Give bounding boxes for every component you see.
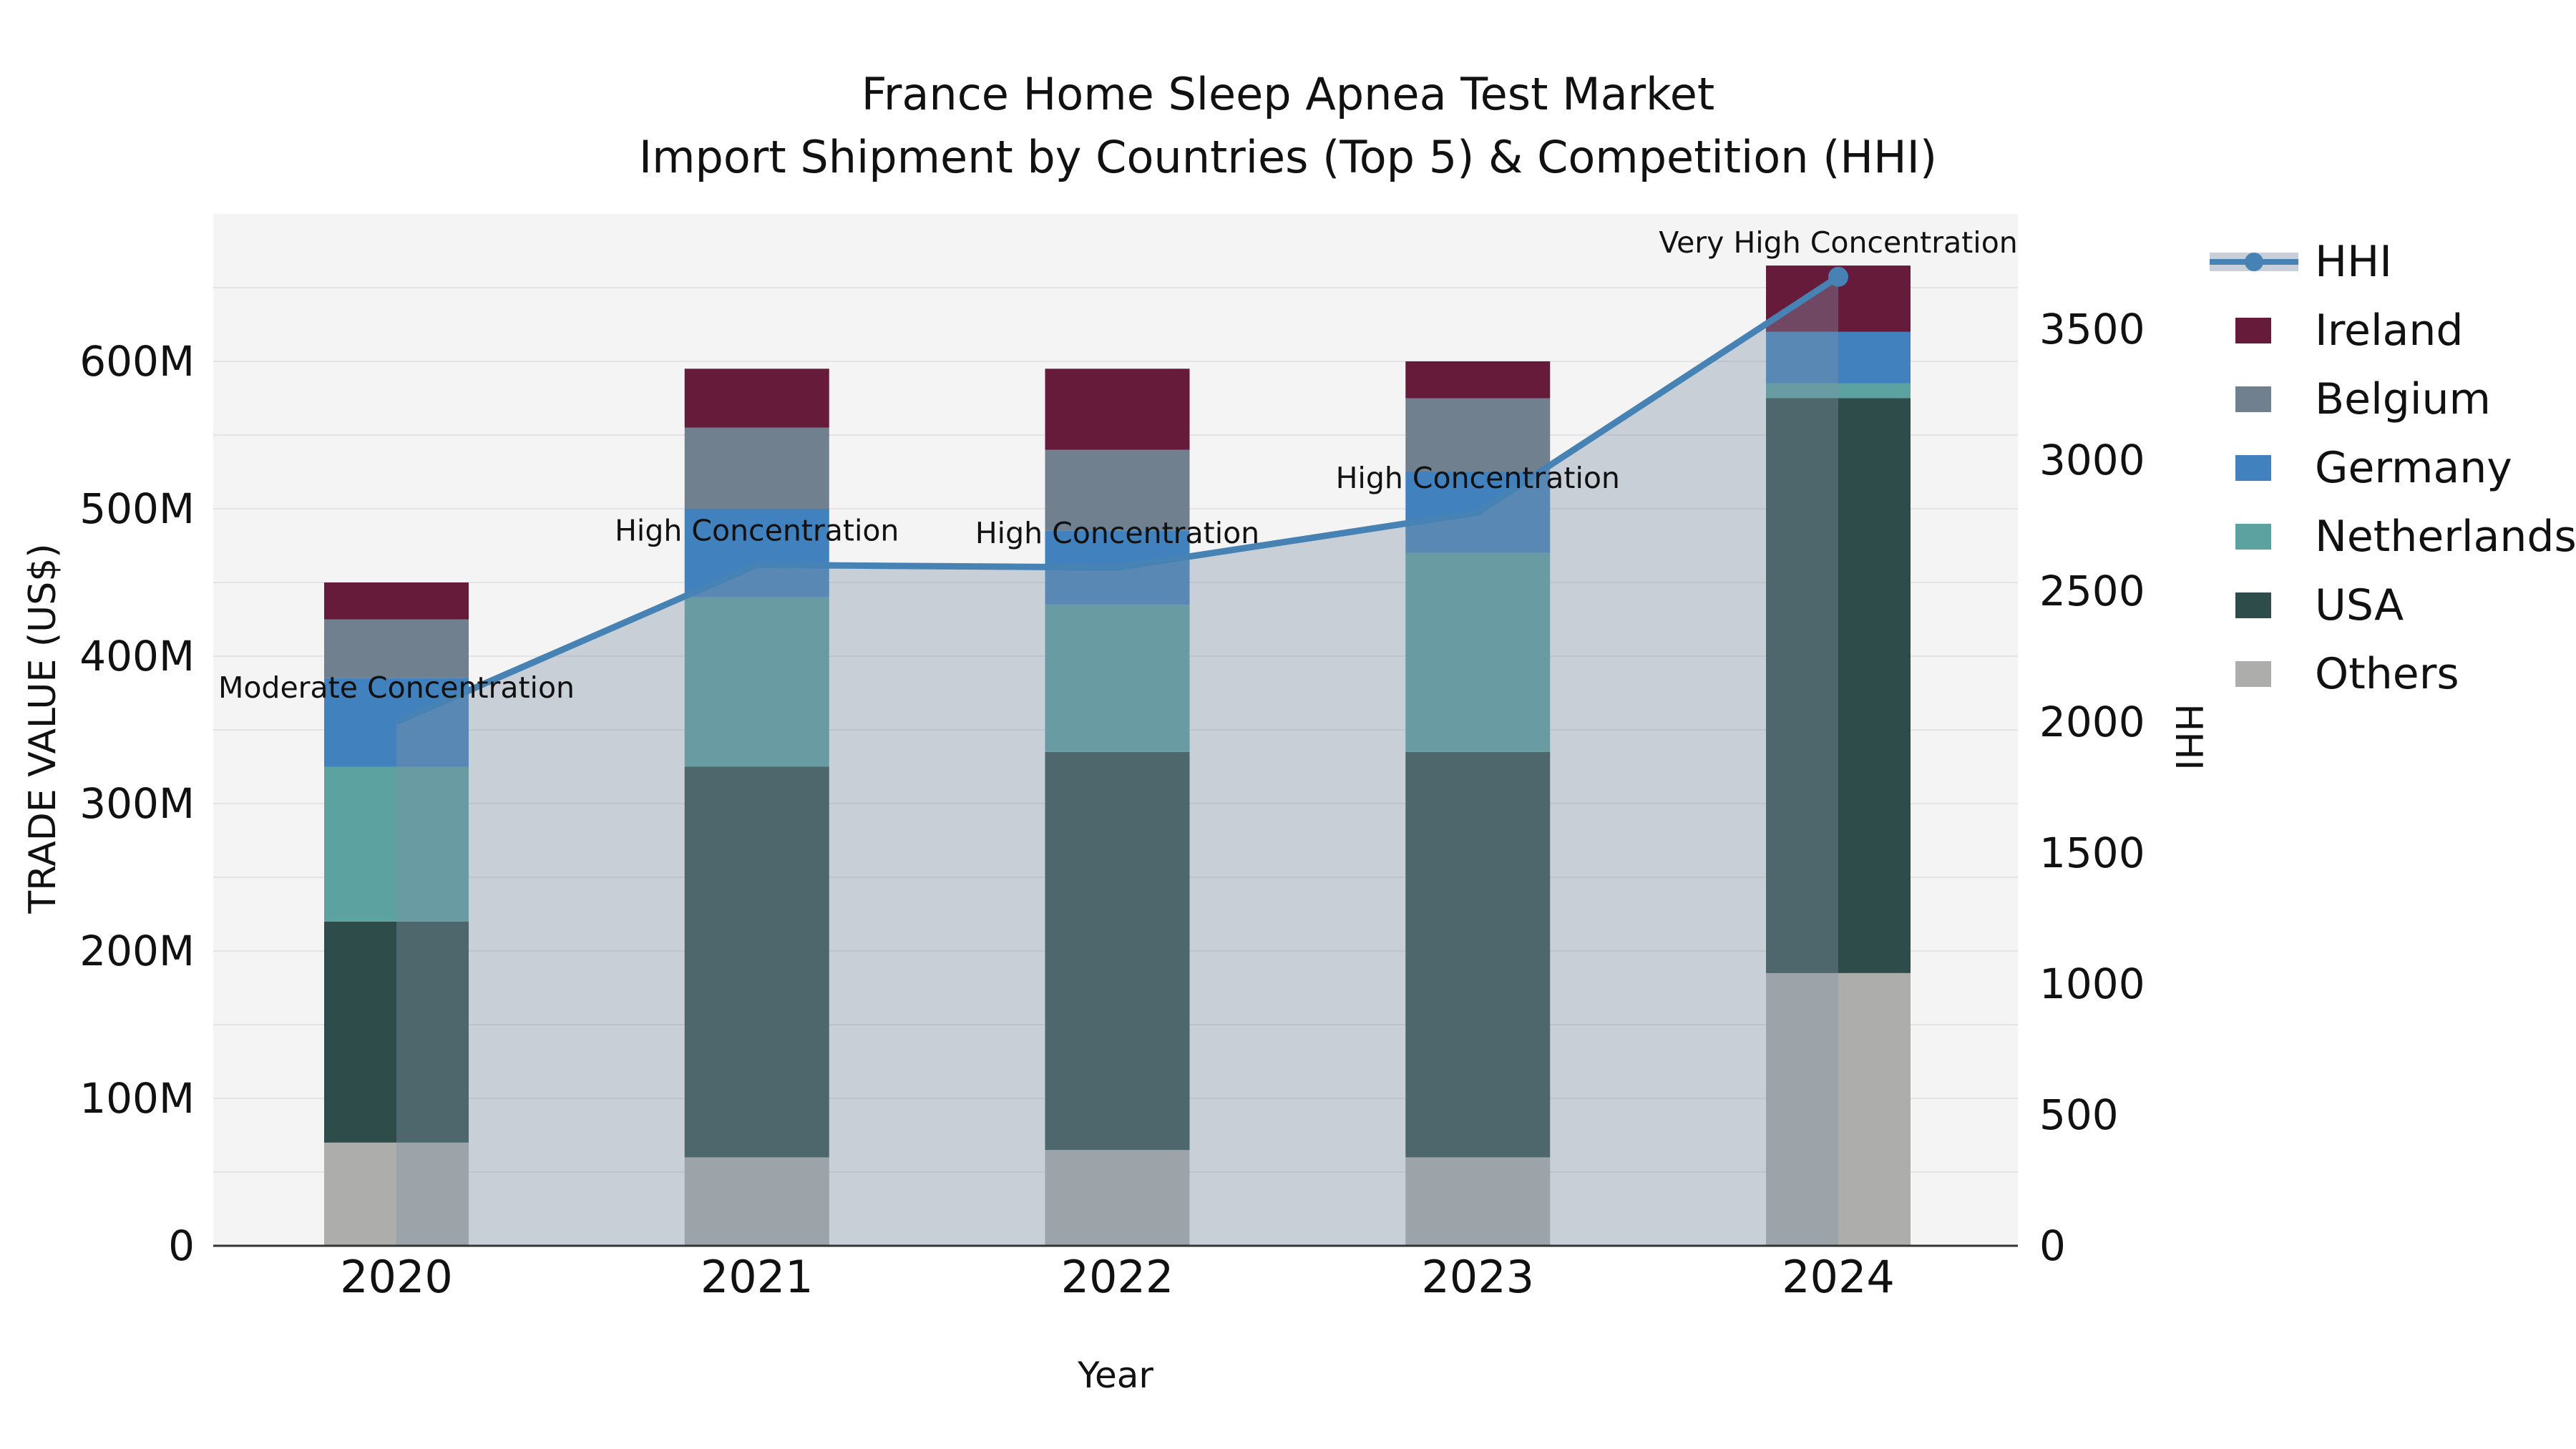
x-tick-label-2021: 2021 (701, 1251, 814, 1303)
right-tick-label: 2500 (2039, 567, 2145, 615)
hhi-annotations: Moderate Concentration High Concentration… (218, 225, 2018, 705)
right-tick-label: 2000 (2039, 698, 2145, 746)
bar-segment-ireland-2023 (1405, 361, 1551, 399)
hhi-endpoint-marker (1828, 266, 1848, 287)
hhi-line (395, 274, 1840, 726)
left-tick-label: 100M (79, 1074, 195, 1123)
left-tick-labels: 0 100M 200M 300M 400M 500M 600M (79, 337, 195, 1270)
right-tick-label: 3000 (2039, 436, 2145, 484)
legend-label: Belgium (2315, 374, 2491, 424)
bar-segment-netherlands-2021 (684, 597, 829, 767)
right-tick-label: 0 (2039, 1221, 2066, 1270)
annotation-2023: High Concentration (1336, 461, 1620, 495)
annotation-2024: Very High Concentration (1659, 225, 2018, 260)
x-tick-label-2024: 2024 (1782, 1251, 1895, 1303)
usa-swatch-icon (2235, 592, 2271, 618)
y-axis-label-right: HHI (2167, 703, 2210, 771)
x-tick-label-2022: 2022 (1061, 1251, 1174, 1303)
bar-segment-ireland-2022 (1045, 369, 1190, 450)
bar-segment-others-2020 (324, 1142, 469, 1246)
bar-segment-netherlands-2024 (1766, 383, 1911, 399)
bar-segment-germany-2024 (1766, 331, 1911, 384)
hhi-line-icon (2210, 237, 2315, 287)
legend: HHI Ireland Belgium Germany Netherlands … (2210, 237, 2576, 718)
bar-segment-netherlands-2020 (324, 766, 469, 922)
x-tick-label-2023: 2023 (1421, 1251, 1534, 1303)
legend-item-netherlands: Netherlands (2210, 512, 2576, 562)
left-tick-label: 500M (79, 484, 195, 533)
left-tick-label: 200M (79, 927, 195, 975)
bar-segment-belgium-2021 (684, 427, 829, 509)
bar-segment-netherlands-2023 (1405, 552, 1551, 752)
legend-item-usa: USA (2210, 580, 2576, 630)
legend-item-hhi: HHI (2210, 237, 2576, 287)
legend-item-belgium: Belgium (2210, 374, 2576, 424)
netherlands-swatch-icon (2235, 524, 2271, 550)
legend-label: HHI (2315, 237, 2392, 287)
bar-segment-belgium-2023 (1405, 398, 1551, 472)
x-axis-label: Year (1078, 1355, 1153, 1396)
annotation-2021: High Concentration (615, 513, 899, 547)
left-tick-label: 300M (79, 779, 195, 828)
hhi-area-fill (396, 276, 1838, 1246)
chart-title-line1: France Home Sleep Apnea Test Market (861, 68, 1715, 120)
belgium-swatch-icon (2235, 386, 2271, 412)
bar-segment-usa-2024 (1766, 398, 1911, 973)
bar-segment-netherlands-2022 (1045, 604, 1190, 752)
others-swatch-icon (2235, 661, 2271, 687)
bar-segment-belgium-2022 (1045, 449, 1190, 531)
right-tick-label: 1000 (2039, 960, 2145, 1008)
germany-swatch-icon (2235, 455, 2271, 481)
left-tick-label: 400M (79, 632, 195, 680)
x-tick-labels: 2020 2021 2022 2023 2024 (340, 1251, 1895, 1303)
legend-label: Germany (2315, 443, 2512, 493)
bar-segment-others-2023 (1405, 1157, 1551, 1246)
bar-segment-others-2022 (1045, 1150, 1190, 1246)
bar-segment-ireland-2021 (684, 369, 829, 428)
left-tick-label: 0 (168, 1221, 195, 1270)
annotation-2020: Moderate Concentration (218, 670, 575, 705)
bar-segment-others-2024 (1766, 972, 1911, 1246)
bar-segment-usa-2023 (1405, 751, 1551, 1158)
bar-segment-germany-2020 (324, 678, 469, 767)
x-tick-label-2020: 2020 (340, 1251, 453, 1303)
ireland-swatch-icon (2235, 318, 2271, 343)
right-tick-label: 500 (2039, 1091, 2119, 1139)
legend-label: USA (2315, 580, 2404, 630)
legend-item-germany: Germany (2210, 443, 2576, 493)
bar-segment-ireland-2020 (324, 582, 469, 620)
right-tick-label: 3500 (2039, 305, 2145, 353)
legend-label: Ireland (2315, 306, 2464, 356)
left-tick-label: 600M (79, 337, 195, 386)
bar-segment-usa-2022 (1045, 751, 1190, 1151)
bar-segment-belgium-2020 (324, 619, 469, 678)
legend-item-others: Others (2210, 649, 2576, 699)
bar-segment-usa-2020 (324, 921, 469, 1143)
y-axis-label-left: TRADE VALUE (US$) (21, 543, 64, 914)
bar-segment-usa-2021 (684, 766, 829, 1158)
annotation-2022: High Concentration (975, 516, 1259, 550)
legend-item-ireland: Ireland (2210, 306, 2576, 356)
bar-segment-others-2021 (684, 1157, 829, 1246)
right-tick-label: 1500 (2039, 829, 2145, 877)
chart-title: France Home Sleep Apnea Test Market Impo… (0, 63, 2576, 189)
chart-title-line2: Import Shipment by Countries (Top 5) & C… (638, 131, 1938, 183)
stacked-bars (324, 265, 1911, 1246)
legend-label: Netherlands (2315, 512, 2576, 562)
legend-label: Others (2315, 649, 2459, 699)
right-tick-labels: 0 500 1000 1500 2000 2500 3000 3500 (2039, 305, 2145, 1270)
